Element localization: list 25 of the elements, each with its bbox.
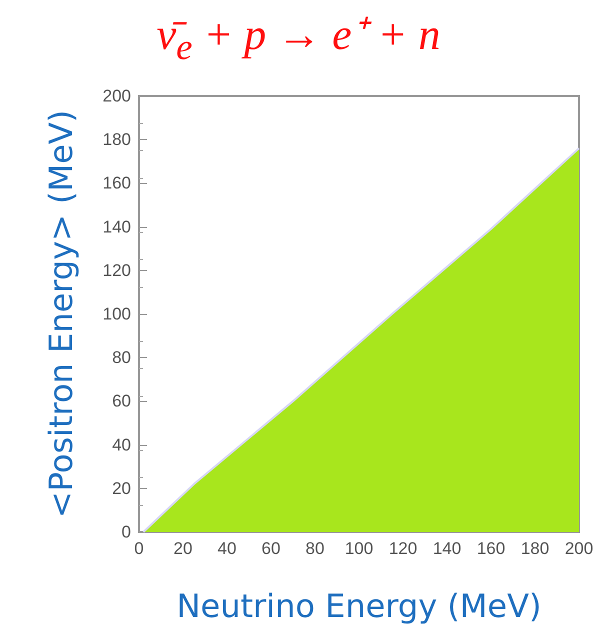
x-tick-label: 100: [344, 539, 374, 558]
x-tick-label: 40: [218, 539, 236, 558]
x-tick-label: 0: [134, 539, 144, 558]
x-tick-label: 20: [174, 539, 192, 558]
x-tick-label: 120: [388, 539, 418, 558]
chart-title: ν̄$_{e}$ + p → e⁺ + n: [156, 9, 442, 68]
y-tick-label: 100: [102, 304, 131, 324]
y-tick-label: 120: [102, 260, 131, 280]
y-tick-label: 160: [102, 174, 131, 193]
y-tick-label: 60: [112, 392, 131, 411]
x-tick-label: 200: [564, 539, 594, 558]
y-tick-label: 200: [102, 86, 131, 106]
y-tick-label: 40: [112, 435, 131, 454]
y-tick-label: 20: [112, 478, 131, 498]
x-tick-label: 140: [432, 539, 462, 558]
y-tick-label: 180: [102, 130, 131, 150]
y-tick-label: 80: [112, 348, 131, 368]
x-tick-label: 60: [262, 539, 280, 558]
x-axis-title: Neutrino Energy (MeV): [176, 587, 542, 625]
y-axis-title: <Positron Energy> (MeV): [42, 110, 80, 518]
x-tick-label: 80: [306, 539, 324, 558]
x-tick-label: 160: [476, 539, 506, 558]
x-tick-label: 180: [520, 539, 550, 558]
y-tick-label: 0: [122, 522, 131, 542]
y-tick-label: 140: [102, 217, 131, 236]
